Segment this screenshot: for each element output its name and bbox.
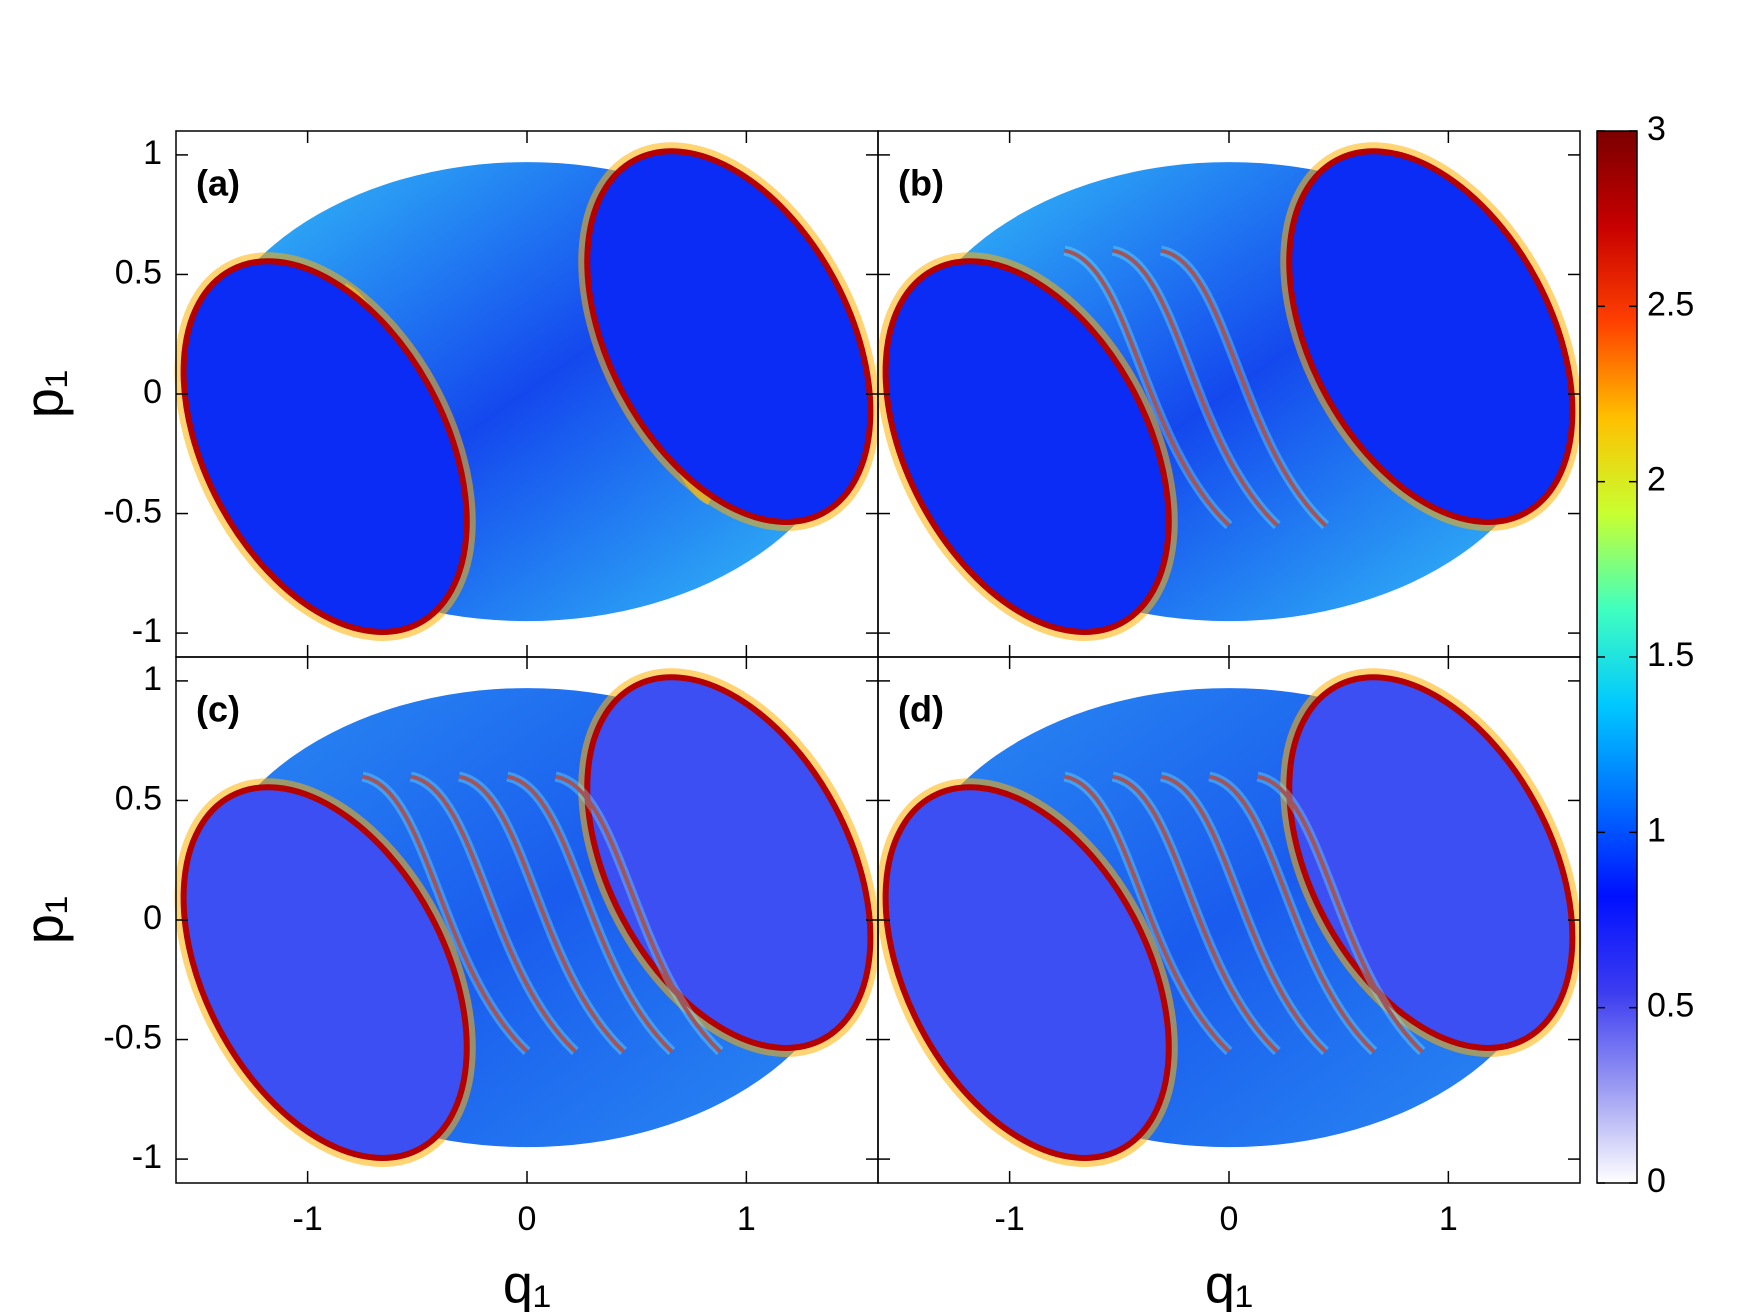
- filament-glow: [1159, 771, 1329, 1056]
- colorbar-tick-label: 3: [1647, 110, 1666, 148]
- filament-glow: [1063, 245, 1233, 530]
- x-tick-label: -1: [293, 1200, 323, 1238]
- y-tick-label: 0: [143, 899, 162, 937]
- panel-label: (b): [898, 163, 944, 204]
- filament: [1257, 774, 1424, 1053]
- colorbar-tick-label: 1: [1647, 811, 1666, 849]
- filament: [362, 774, 529, 1053]
- filament-glow: [1256, 771, 1426, 1056]
- filament-glow: [457, 771, 627, 1056]
- x-axis-label: q₁: [503, 1254, 551, 1312]
- filament: [506, 774, 674, 1053]
- panel-label: (a): [196, 163, 240, 204]
- island: [882, 784, 1172, 1161]
- filament: [458, 774, 625, 1053]
- filament: [555, 774, 722, 1053]
- filament: [1160, 248, 1327, 527]
- y-tick-label: 1: [143, 134, 162, 172]
- filament: [1160, 774, 1327, 1053]
- y-tick-label: 0.5: [115, 253, 162, 291]
- island: [180, 784, 470, 1161]
- heatmap-field: [174, 668, 880, 1167]
- filament-glow: [1207, 771, 1378, 1056]
- island: [584, 148, 874, 525]
- island: [180, 258, 470, 635]
- colorbar-tick-label: 0.5: [1647, 987, 1694, 1025]
- panel-label: (d): [898, 689, 944, 730]
- y-tick-label: 0: [143, 373, 162, 411]
- colorbar-tick-label: 2: [1647, 461, 1666, 499]
- filament-glow: [554, 771, 724, 1056]
- heatmap-field: [876, 668, 1582, 1167]
- filament-glow: [1063, 771, 1233, 1056]
- filament-glow: [1111, 245, 1281, 530]
- filament: [1112, 774, 1279, 1053]
- y-tick-label: 0.5: [115, 779, 162, 817]
- x-tick-label: 1: [737, 1200, 756, 1238]
- y-tick-label: -1: [132, 1138, 162, 1176]
- island: [1286, 148, 1576, 525]
- x-tick-label: 0: [1220, 1200, 1239, 1238]
- x-tick-label: 0: [518, 1200, 537, 1238]
- filament-glow: [409, 771, 579, 1056]
- y-tick-label: -0.5: [103, 1019, 162, 1057]
- y-tick-label: -1: [132, 612, 162, 650]
- colorbar-tick-label: 1.5: [1647, 636, 1694, 674]
- y-axis-label: p₁: [14, 370, 74, 418]
- x-axis-label: q₁: [1205, 1254, 1253, 1312]
- colorbar-tick-label: 2.5: [1647, 285, 1694, 323]
- colorbar-tick-label: 0: [1647, 1162, 1666, 1200]
- heatmap-field: [876, 142, 1582, 641]
- filament-glow: [361, 771, 531, 1056]
- panel-label: (c): [196, 689, 240, 730]
- filament: [1208, 774, 1376, 1053]
- filament: [1064, 774, 1231, 1053]
- filament: [1064, 248, 1231, 527]
- x-tick-label: 1: [1439, 1200, 1458, 1238]
- filament-glow: [1159, 245, 1329, 530]
- filament: [1112, 248, 1279, 527]
- x-tick-label: -1: [995, 1200, 1025, 1238]
- island: [882, 258, 1172, 635]
- filament: [410, 774, 577, 1053]
- y-axis-label: p₁: [14, 896, 74, 944]
- filament-glow: [505, 771, 676, 1056]
- y-tick-label: -0.5: [103, 493, 162, 531]
- filament-glow: [1111, 771, 1281, 1056]
- heatmap-field: [174, 142, 880, 641]
- y-tick-label: 1: [143, 660, 162, 698]
